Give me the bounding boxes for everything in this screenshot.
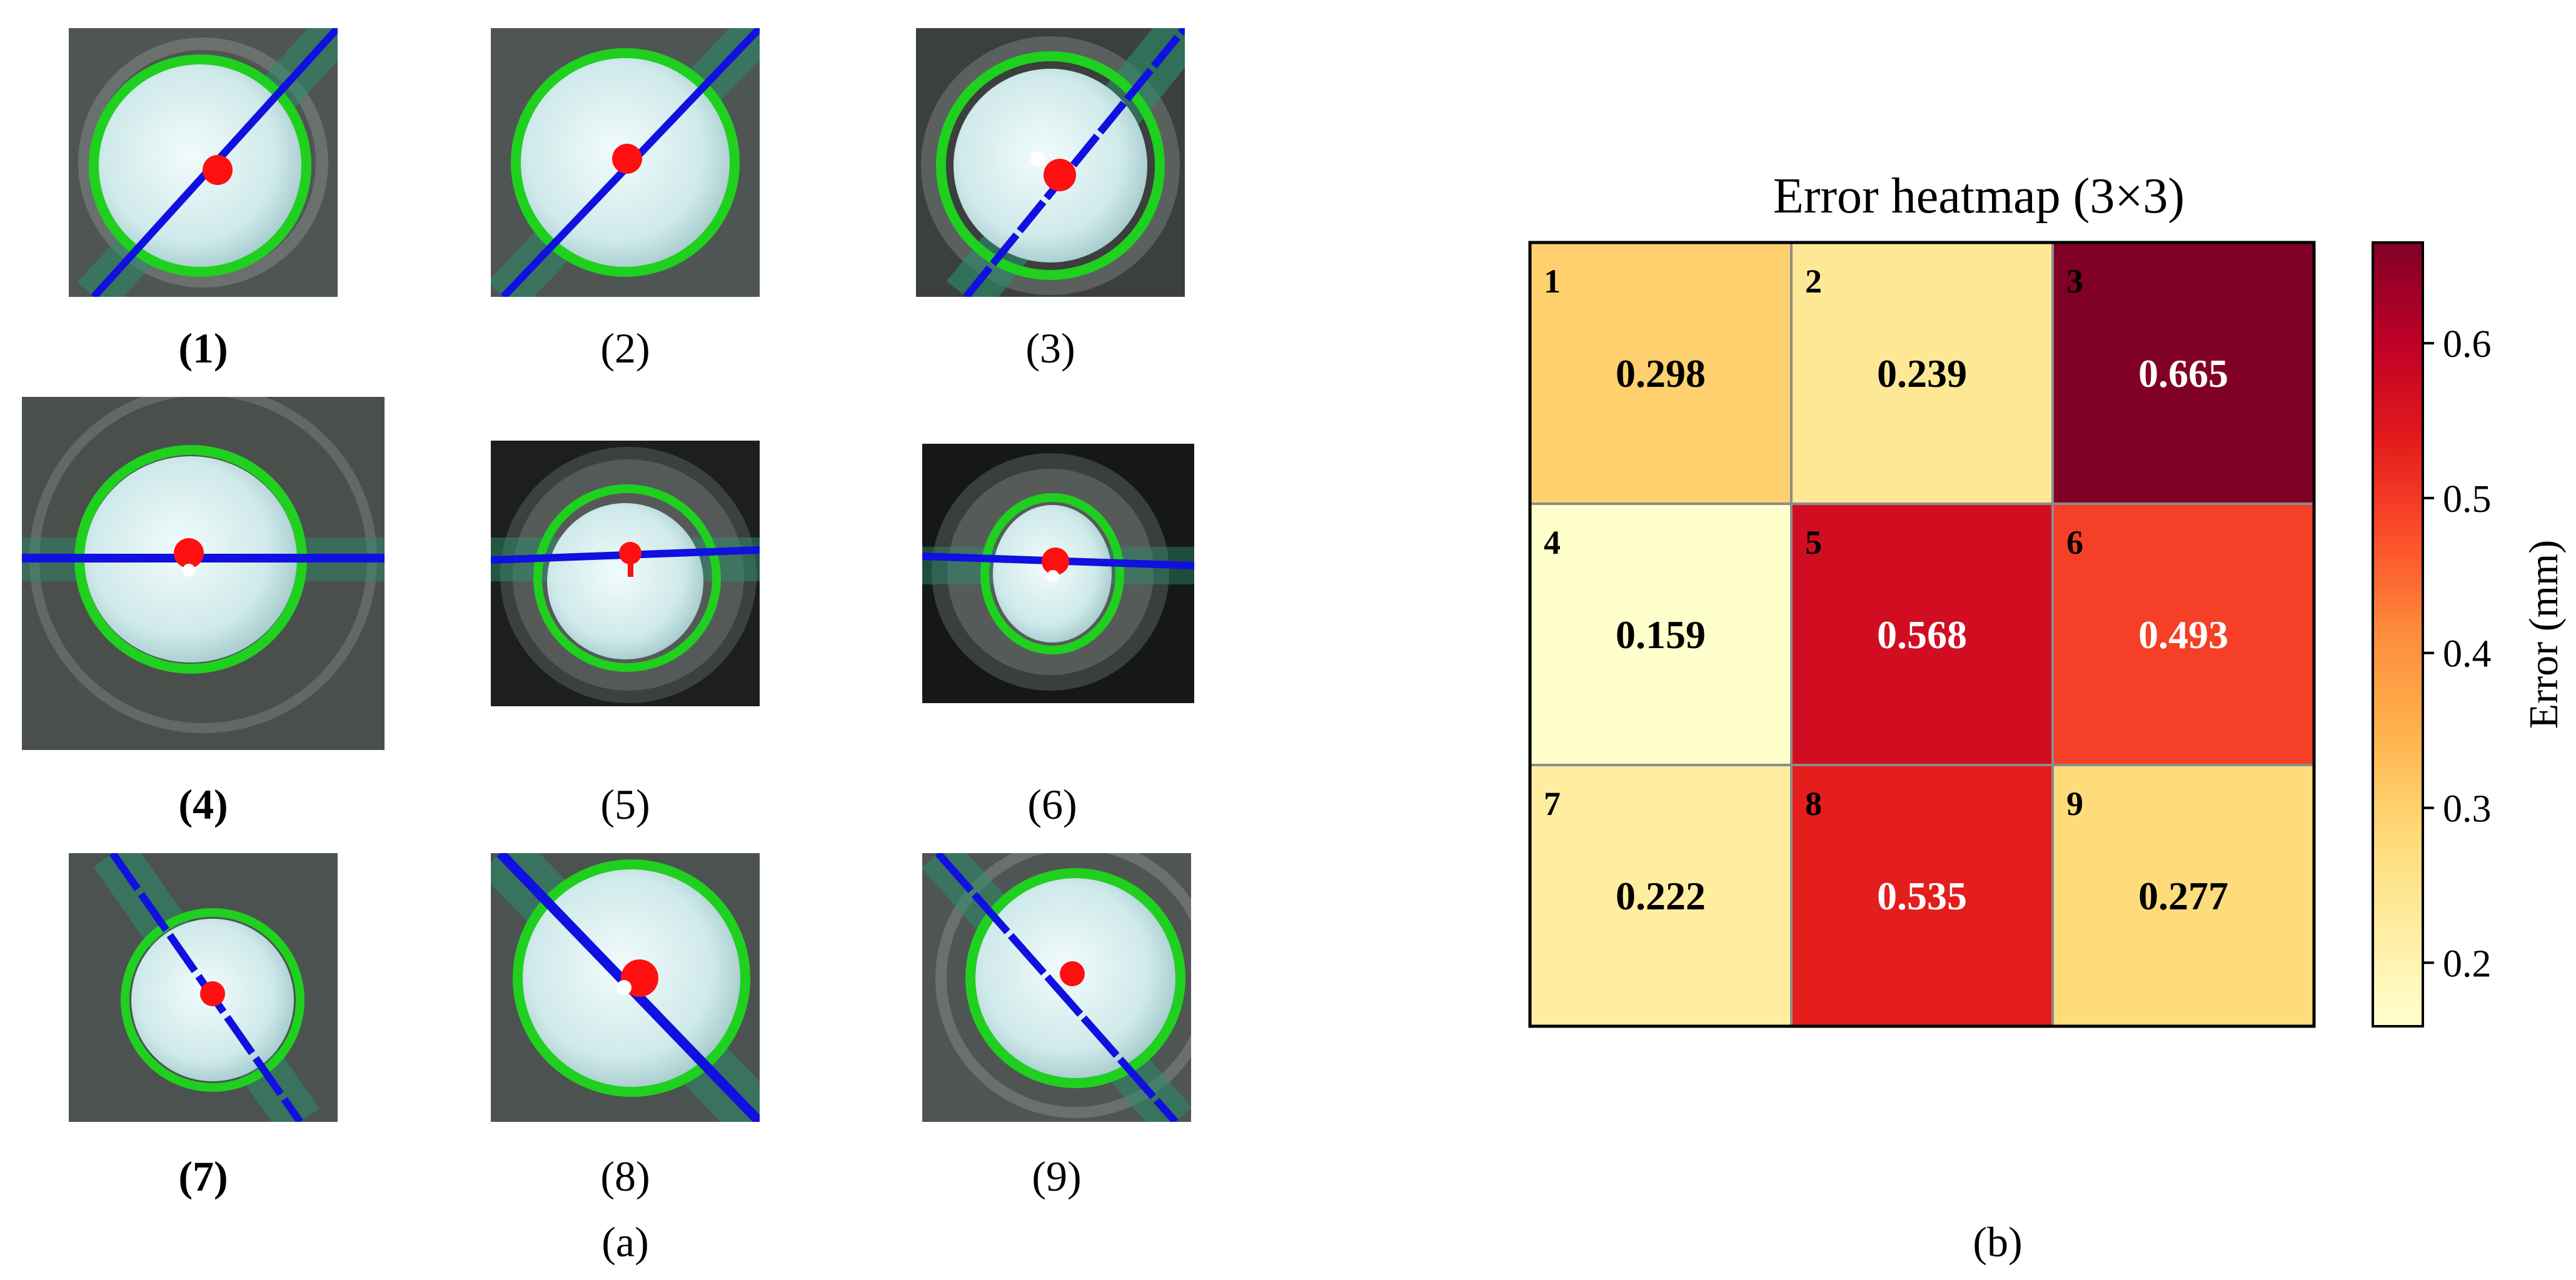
heatmap-value-3: 0.665 <box>2138 351 2228 396</box>
tile-8 <box>491 853 760 1122</box>
heatmap-value-8: 0.535 <box>1877 874 1967 918</box>
heatmap-cell-6 <box>2051 502 2315 766</box>
tile-5 <box>491 441 760 706</box>
heatmap-value-2: 0.239 <box>1877 351 1967 396</box>
panel-b: Error heatmap (3×3) 10.29820.23930.66540… <box>1528 169 2567 1266</box>
heatmap-value-4: 0.159 <box>1616 612 1706 657</box>
colorbar-ticks: 0.2 0.3 0.4 0.5 0.6 <box>2423 323 2492 985</box>
detected-circle <box>89 54 311 277</box>
heatmap-grid: 1 0.298 2 0.239 3 0.665 4 0.159 5 0.568 6 0.493 7 0.2… <box>1529 241 2315 1028</box>
center-marker <box>200 981 225 1006</box>
detected-circle <box>980 493 1124 654</box>
heatmap-value-5: 0.568 <box>1877 612 1967 657</box>
tile-9 <box>922 853 1191 1122</box>
heatmap-cell-5 <box>1790 502 2054 766</box>
tile-label-4: (4) <box>178 781 228 828</box>
colorbar-tick-label: 0.5 <box>2443 478 2492 521</box>
heatmap-cell-id-3: 3 <box>2066 262 2083 300</box>
tile-4 <box>22 397 385 750</box>
fit-line <box>935 853 1179 1122</box>
tile-label-2: (2) <box>600 324 650 372</box>
colorbar-tick-label: 0.2 <box>2443 942 2492 985</box>
heatmap-value-7: 0.222 <box>1616 874 1706 918</box>
detected-circle <box>936 51 1165 280</box>
panel-a-caption: (a) <box>601 1218 648 1266</box>
heatmap-cell-2 <box>1790 241 2054 505</box>
heatmap-value-6: 0.493 <box>2138 612 2228 657</box>
heatmap-cell-7 <box>1529 764 1793 1028</box>
detected-circle <box>513 859 750 1097</box>
heatmap-cell-8 <box>1790 764 2054 1028</box>
colorbar-label: Error (mm) <box>2521 540 2567 729</box>
tile-7 <box>69 853 338 1122</box>
tile-label-7: (7) <box>178 1152 228 1200</box>
center-marker <box>1044 159 1076 191</box>
heatmap-cell-id-6: 6 <box>2066 524 2083 561</box>
heatmap-cell-id-2: 2 <box>1805 262 1822 300</box>
tile-3 <box>916 28 1185 297</box>
center-marker <box>1060 961 1085 986</box>
colorbar-tick-label: 0.6 <box>2443 323 2492 366</box>
heatmap-frame <box>1528 241 2316 1028</box>
heatmap-cell-1 <box>1529 241 1793 505</box>
heatmap-cell-id-5: 5 <box>1805 524 1822 561</box>
heatmap-cell-id-4: 4 <box>1544 524 1561 561</box>
center-marker <box>612 144 642 174</box>
center-marker <box>174 538 204 568</box>
heatmap-cell-3 <box>2051 241 2315 505</box>
tile-1 <box>69 28 338 297</box>
panel-a: (1) (2) (3) <box>22 28 1194 1266</box>
panel-b-caption: (b) <box>1973 1218 2022 1266</box>
fit-line <box>963 28 1185 297</box>
heatmap-value-9: 0.277 <box>2138 874 2228 918</box>
tile-label-8: (8) <box>600 1152 650 1200</box>
center-marker <box>203 155 233 185</box>
detected-circle <box>965 868 1185 1088</box>
tile-6 <box>922 444 1194 703</box>
colorbar-tick-label: 0.3 <box>2443 788 2492 831</box>
heatmap-cell-id-1: 1 <box>1544 262 1561 300</box>
heatmap-cell-id-9: 9 <box>2066 785 2083 822</box>
heatmap-cell-9 <box>2051 764 2315 1028</box>
heatmap-cell-id-7: 7 <box>1544 785 1561 822</box>
center-marker <box>1042 548 1069 575</box>
detected-circle <box>511 48 740 277</box>
tile-label-5: (5) <box>600 781 650 828</box>
detected-circle <box>121 908 304 1092</box>
tile-label-1: (1) <box>178 324 228 372</box>
colorbar-gradient <box>2372 241 2424 1028</box>
tile-label-9: (9) <box>1032 1152 1081 1200</box>
detected-circle <box>533 484 721 672</box>
colorbar: 0.2 0.3 0.4 0.5 0.6 Error (mm) <box>2372 241 2567 1028</box>
tile-2 <box>491 28 760 297</box>
chart-title: Error heatmap (3×3) <box>1773 169 2185 224</box>
heatmap-cell-id-8: 8 <box>1805 785 1822 822</box>
heatmap-value-1: 0.298 <box>1616 351 1706 396</box>
tile-label-6: (6) <box>1027 781 1077 828</box>
colorbar-tick-label: 0.4 <box>2443 633 2492 676</box>
tile-label-3: (3) <box>1025 324 1075 372</box>
